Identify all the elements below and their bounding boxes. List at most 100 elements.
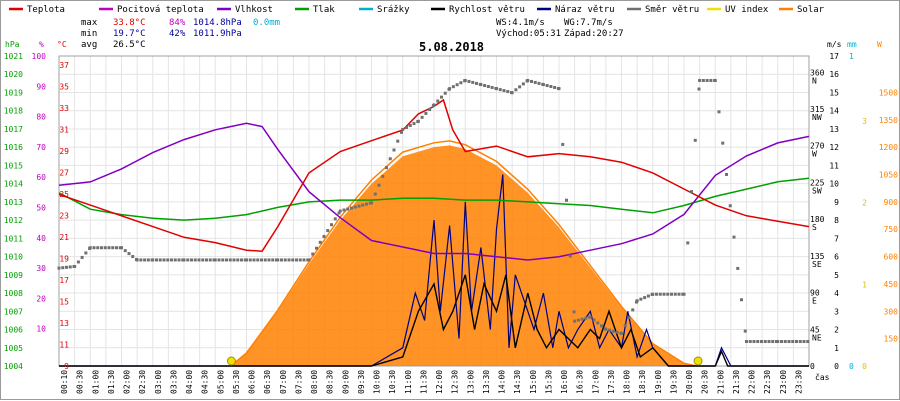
wind-direction-mark [276,258,280,262]
wind-direction-mark [100,246,103,250]
x-tick-label: 12:00 [435,370,444,394]
axis-wind_speed-tick: 11 [829,161,839,170]
wind-direction-mark [162,258,166,262]
wind-direction-mark [658,292,662,296]
wind-direction-mark [127,252,131,256]
wind-direction-mark [96,246,100,250]
axis-pressure-tick: 1007 [4,307,23,316]
solar-area [230,145,697,366]
axis-solar-tick: 1050 [879,171,898,180]
wind-direction-mark [245,258,248,262]
axis-temperature-tick: 19 [59,255,69,264]
axis-wind_speed-tick: 7 [834,234,839,243]
wind-direction-mark [677,292,681,296]
wind-direction-mark [463,78,467,82]
axis-pressure-tick: 1018 [4,107,23,116]
axis-wind-dir-deg: 90 [810,289,820,298]
wind-direction-mark [627,316,631,320]
axis-temperature-tick: 29 [59,147,69,156]
wind-direction-mark [643,296,647,300]
wind-direction-mark [682,292,686,296]
wind-direction-mark [330,223,333,227]
axis-wind-dir-name: W [812,150,817,159]
wind-direction-mark [572,310,576,314]
legend-label: Solar [797,5,825,15]
axis-wind_speed-tick: 17 [829,52,839,61]
wind-direction-mark [498,88,502,92]
wind-direction-mark [173,258,177,262]
wind-direction-mark [743,329,747,333]
axis-temperature-tick: 25 [59,190,69,199]
axis-wind-dir-deg: 315 [810,105,825,114]
wind-direction-mark [396,139,400,143]
axis-temperature-tick: 37 [59,61,69,70]
wind-direction-mark [350,206,353,210]
axis-wind_speed-tick: 0 [834,362,839,371]
wind-direction-mark [135,258,139,262]
wind-direction-mark [752,340,756,344]
stat-value: 33.8°C [113,18,146,28]
wind-direction-mark [139,258,143,262]
wind-direction-mark [103,246,107,250]
wind-direction-mark [760,340,763,344]
axis-pressure-unit: hPa [5,40,20,49]
wind-direction-mark [197,258,201,262]
axis-pressure-tick: 1021 [4,52,23,61]
axis-wind-dir-deg: 0 [810,362,815,371]
axis-humidity-tick: 20 [36,294,46,303]
axis-pressure-tick: 1011 [4,234,23,243]
x-tick-label: 22:30 [763,370,772,394]
wind-direction-mark [158,258,162,262]
x-tick-label: 15:30 [544,370,553,394]
legend-label: UV index [725,5,769,15]
axis-solar-tick: 750 [884,225,899,234]
wind-direction-mark [557,87,561,91]
wind-direction-mark [486,85,490,89]
wind-direction-mark [588,315,592,319]
axis-pressure-tick: 1010 [4,253,23,262]
wind-direction-mark [756,340,760,344]
axis-wind-dir-name: S [812,223,817,232]
axis-rain-tick: 0 [849,362,854,371]
wind-direction-mark [151,258,155,262]
wind-direction-mark [205,258,208,262]
x-tick-label: 01:30 [107,370,116,394]
x-tick-label: 22:00 [748,370,757,394]
wind-direction-mark [177,258,181,262]
x-tick-label: 16:00 [560,370,569,394]
wind-direction-mark [530,79,533,83]
wind-direction-mark [662,292,666,296]
x-tick-label: 10:00 [373,370,382,394]
x-tick-label: 07:30 [294,370,303,394]
wind-direction-mark [416,119,420,123]
wind-direction-mark [732,235,736,239]
legend-label: Tlak [313,5,335,15]
x-tick-label: 18:00 [623,370,632,394]
wind-direction-mark [280,258,283,262]
wind-direction-mark [408,124,412,128]
wind-direction-mark [502,89,506,93]
wind-direction-mark [267,258,271,262]
axis-solar-unit: W [877,40,882,49]
wind-direction-mark [80,255,84,259]
x-tick-label: 11:00 [404,370,413,394]
axis-wind_speed-tick: 2 [834,326,839,335]
x-tick-label: 09:30 [357,370,366,394]
legend-label: Náraz větru [555,5,615,15]
stat-value: 42% [169,29,186,39]
axis-solar-tick: 1500 [879,88,898,97]
axis-solar-tick: 1350 [879,116,898,125]
wind-direction-mark [373,192,377,196]
wind-direction-mark [365,202,368,206]
x-tick-label: 23:30 [794,370,803,394]
wind-direction-mark [568,254,572,258]
x-tick-label: 05:00 [216,370,225,394]
axis-pressure-tick: 1017 [4,125,23,134]
wind-direction-mark [346,207,350,211]
wind-direction-mark [576,318,580,322]
axis-temperature-tick: 21 [59,233,69,242]
axis-pressure-tick: 1006 [4,326,23,335]
axis-wind_speed-tick: 8 [834,216,839,225]
